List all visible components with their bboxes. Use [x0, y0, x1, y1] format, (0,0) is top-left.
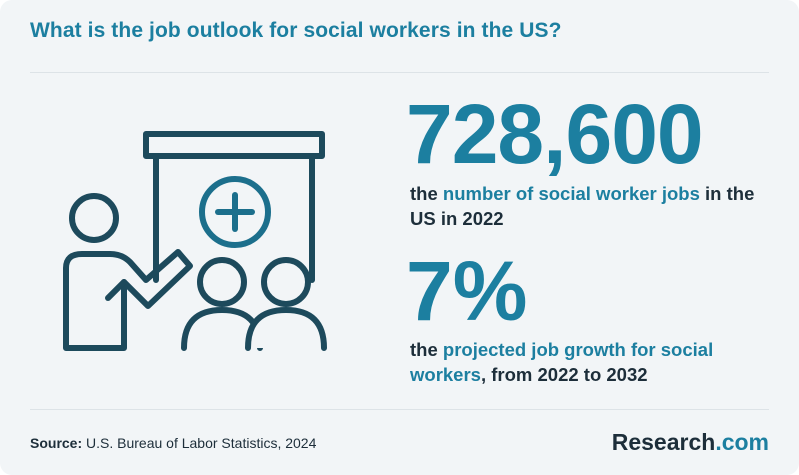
presenter-with-audience-icon	[63, 131, 327, 351]
top-divider	[30, 72, 769, 73]
source-label: Source:	[30, 435, 83, 451]
presenter-head	[69, 193, 119, 243]
desc1-highlight: number of social worker jobs	[442, 183, 700, 204]
growth-description: the projected job growth for social work…	[410, 337, 755, 387]
desc1-prefix: the	[410, 183, 443, 204]
desc2-highlight: projected job growth for social workers	[410, 339, 714, 385]
page-title: What is the job outlook for social worke…	[30, 19, 562, 42]
desc2-prefix: the	[410, 339, 443, 360]
growth-stat: 7%	[406, 244, 528, 338]
jobs-count-stat: 728,600	[406, 87, 704, 181]
desc2-suffix: , from 2022 to 2032	[480, 364, 648, 385]
board-rail	[143, 131, 325, 159]
audience-head-right	[261, 257, 311, 307]
jobs-count-description: the number of social worker jobs in the …	[410, 181, 755, 231]
source-text: U.S. Bureau of Labor Statistics, 2024	[82, 435, 317, 451]
bottom-divider	[30, 409, 769, 410]
brand-name: Research	[611, 429, 716, 455]
plus-circle	[199, 176, 271, 248]
board-panel	[153, 153, 315, 283]
desc1-suffix: in the US in 2022	[410, 183, 755, 229]
brand-logo: Research.com	[612, 429, 769, 456]
presenter-body	[63, 249, 193, 351]
audience-head-left	[197, 257, 247, 307]
audience-body-right	[245, 307, 327, 351]
source-citation: Source: U.S. Bureau of Labor Statistics,…	[30, 435, 316, 451]
brand-suffix: .com	[715, 429, 769, 455]
